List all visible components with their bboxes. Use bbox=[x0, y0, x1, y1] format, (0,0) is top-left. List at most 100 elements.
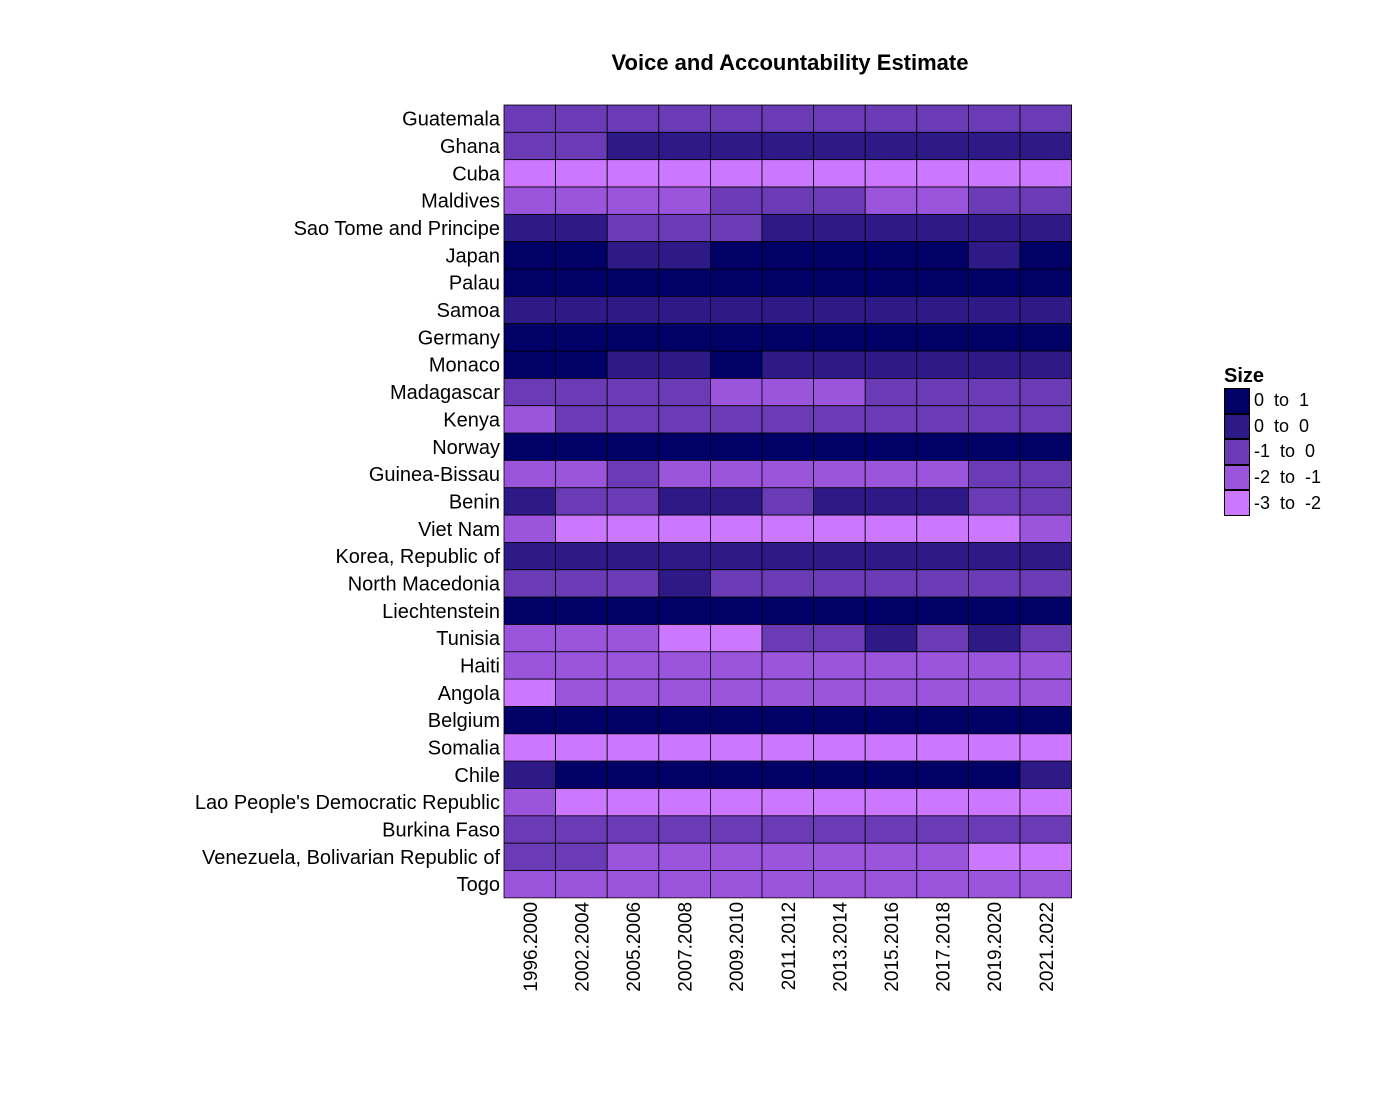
y-tick-label: Chile bbox=[454, 765, 500, 787]
heatmap-cell bbox=[916, 241, 969, 270]
heatmap-cell bbox=[710, 487, 763, 516]
heatmap-cell bbox=[710, 268, 763, 297]
heatmap-cell bbox=[864, 323, 918, 352]
y-tick-label: Benin bbox=[449, 491, 500, 513]
heatmap-cell bbox=[864, 295, 918, 325]
heatmap-cell bbox=[813, 842, 866, 871]
heatmap-cell bbox=[864, 487, 918, 516]
heatmap-cell bbox=[1019, 569, 1072, 598]
heatmap-cell bbox=[1019, 104, 1072, 133]
heatmap-cell bbox=[916, 651, 969, 680]
heatmap-cell bbox=[864, 678, 918, 707]
heatmap-cell bbox=[606, 186, 660, 215]
heatmap-cell bbox=[710, 432, 763, 461]
heatmap-cell bbox=[864, 405, 918, 434]
heatmap-cell bbox=[968, 815, 1021, 844]
heatmap-cell bbox=[968, 733, 1021, 762]
heatmap-cell bbox=[710, 815, 763, 844]
heatmap-cell bbox=[864, 542, 918, 571]
heatmap-cell bbox=[606, 870, 660, 899]
y-tick-label: Sao Tome and Principe bbox=[294, 218, 500, 240]
heatmap-cell bbox=[503, 213, 556, 243]
heatmap-cell bbox=[555, 514, 608, 543]
heatmap-cell bbox=[658, 377, 711, 407]
heatmap-cell bbox=[813, 241, 866, 270]
heatmap-cell bbox=[710, 651, 763, 680]
heatmap-cell bbox=[761, 432, 814, 461]
heatmap-cell bbox=[968, 624, 1021, 653]
x-tick-label: 2021.2022 bbox=[1037, 902, 1058, 992]
heatmap-cell bbox=[761, 487, 814, 516]
heatmap-cell bbox=[658, 870, 711, 899]
heatmap-cell bbox=[606, 842, 660, 871]
heatmap-cell bbox=[813, 104, 866, 133]
x-tick-label: 2009.2010 bbox=[727, 902, 748, 992]
heatmap-cell bbox=[1019, 159, 1072, 188]
heatmap-cell bbox=[503, 842, 556, 871]
heatmap-cell bbox=[658, 733, 711, 762]
heatmap-cell bbox=[1019, 596, 1072, 625]
heatmap-cell bbox=[864, 186, 918, 215]
heatmap-cell bbox=[606, 788, 660, 817]
heatmap-cell bbox=[555, 815, 608, 844]
heatmap-cell bbox=[1019, 514, 1072, 543]
heatmap-cell bbox=[761, 460, 814, 489]
heatmap-cell bbox=[503, 460, 556, 489]
heatmap-cell bbox=[658, 104, 711, 133]
heatmap-cell bbox=[813, 159, 866, 188]
heatmap-cell bbox=[658, 405, 711, 434]
heatmap-cell bbox=[968, 678, 1021, 707]
heatmap-cell bbox=[864, 788, 918, 817]
heatmap-cell bbox=[916, 815, 969, 844]
x-tick-label: 2011.2012 bbox=[779, 902, 800, 990]
heatmap-cell bbox=[813, 569, 866, 598]
chart-title: Voice and Accountability Estimate bbox=[612, 50, 969, 75]
heatmap-cell bbox=[761, 651, 814, 680]
x-tick-label: 1996.2000 bbox=[521, 902, 542, 992]
heatmap-cell bbox=[710, 542, 763, 571]
heatmap-cell bbox=[555, 213, 608, 243]
heatmap-cell bbox=[710, 706, 763, 735]
heatmap-cell bbox=[606, 569, 660, 598]
heatmap-cell bbox=[503, 651, 556, 680]
heatmap-cell bbox=[658, 241, 711, 270]
heatmap-cell bbox=[555, 624, 608, 653]
heatmap-cell bbox=[916, 377, 969, 407]
heatmap-cell bbox=[658, 159, 711, 188]
heatmap-cell bbox=[916, 706, 969, 735]
heatmap-cell bbox=[761, 405, 814, 434]
heatmap-cell bbox=[968, 514, 1021, 543]
legend-swatch bbox=[1224, 464, 1250, 491]
heatmap-cell bbox=[813, 213, 866, 243]
heatmap-cell bbox=[761, 624, 814, 653]
heatmap-cell bbox=[555, 405, 608, 434]
heatmap-cell bbox=[1019, 350, 1072, 379]
heatmap-cell bbox=[968, 432, 1021, 461]
heatmap-cell bbox=[761, 186, 814, 215]
heatmap-cell bbox=[761, 788, 814, 817]
heatmap-cell bbox=[916, 542, 969, 571]
heatmap-cell bbox=[761, 760, 814, 789]
heatmap-cell bbox=[1019, 295, 1072, 325]
heatmap-cell bbox=[606, 377, 660, 407]
heatmap-cell bbox=[916, 596, 969, 625]
heatmap-cell bbox=[606, 760, 660, 789]
heatmap-cell bbox=[710, 733, 763, 762]
heatmap-cell bbox=[761, 213, 814, 243]
heatmap-cell bbox=[555, 295, 608, 325]
heatmap-cell bbox=[710, 842, 763, 871]
heatmap-cell bbox=[1019, 460, 1072, 489]
heatmap-cell bbox=[761, 104, 814, 133]
heatmap-cell bbox=[761, 678, 814, 707]
heatmap-cell bbox=[813, 760, 866, 789]
heatmap-cell bbox=[658, 624, 711, 653]
heatmap-cell bbox=[1019, 706, 1072, 735]
heatmap-cell bbox=[1019, 323, 1072, 352]
heatmap-cell bbox=[1019, 870, 1072, 899]
heatmap-cell bbox=[864, 432, 918, 461]
heatmap-cell bbox=[606, 131, 660, 161]
heatmap-cell bbox=[606, 596, 660, 625]
heatmap-cell bbox=[864, 651, 918, 680]
heatmap-cell bbox=[658, 514, 711, 543]
x-tick-label: 2019.2020 bbox=[985, 902, 1006, 992]
